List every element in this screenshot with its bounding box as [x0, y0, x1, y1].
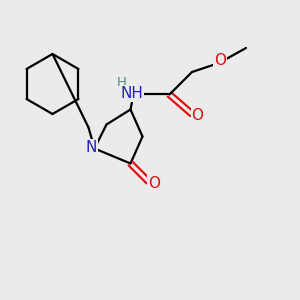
Text: O: O [191, 108, 203, 123]
Text: NH: NH [121, 86, 143, 101]
Text: H: H [117, 76, 126, 89]
Text: O: O [148, 176, 160, 190]
Text: O: O [214, 53, 226, 68]
Text: N: N [86, 140, 97, 155]
